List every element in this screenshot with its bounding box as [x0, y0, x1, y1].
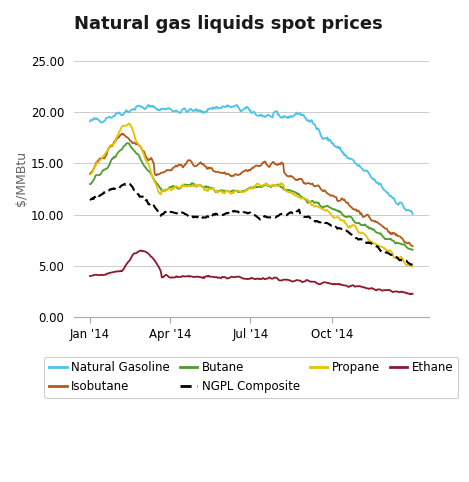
Y-axis label: $/MMBtu: $/MMBtu [15, 151, 28, 206]
Legend: Natural Gasoline, Isobutane, Butane, NGPL Composite, Propane, Ethane: Natural Gasoline, Isobutane, Butane, NGP… [44, 357, 458, 398]
Text: Natural gas liquids spot prices: Natural gas liquids spot prices [74, 15, 383, 33]
